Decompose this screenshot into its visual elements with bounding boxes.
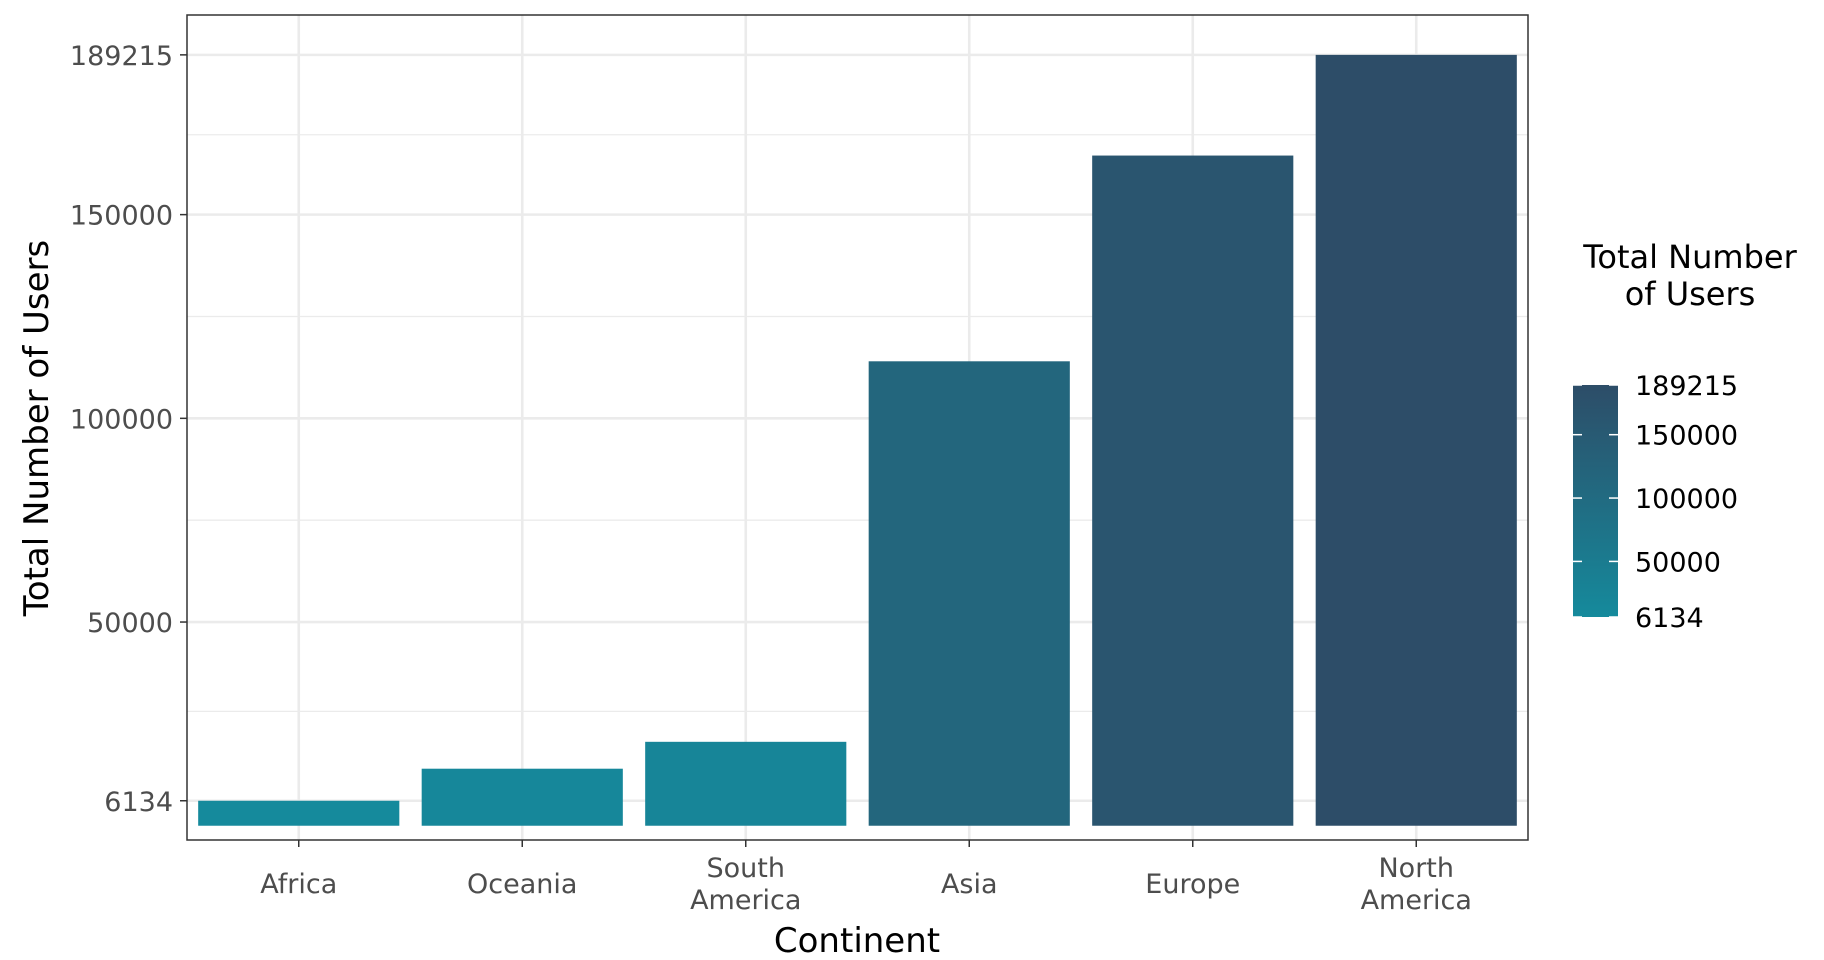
x-tick-label: South America [690, 853, 801, 916]
y-tick-label: 50000 [87, 608, 173, 639]
bar-asia [868, 361, 1070, 826]
bar-north-america [1315, 54, 1517, 826]
legend-label: 6134 [1635, 603, 1704, 634]
x-tick-label-line: Asia [941, 869, 998, 900]
x-tick-label: North America [1361, 853, 1472, 916]
legend-colorbar [1573, 385, 1618, 617]
x-tick-label: Europe [1145, 869, 1240, 900]
x-tick-label-line: America [1361, 885, 1472, 916]
x-tick-label-line: Europe [1145, 869, 1240, 900]
y-tick-label: 6134 [104, 787, 173, 818]
bar-africa [198, 800, 400, 826]
bar-south-america [645, 741, 847, 826]
legend-title-line-2: of Users [1625, 275, 1756, 313]
legend-title-line-1: Total Number [1582, 238, 1797, 276]
x-tick-label-line: Oceania [467, 869, 577, 900]
bar-europe [1092, 155, 1294, 826]
x-tick-label-line: America [690, 885, 801, 916]
plot-panel-border [186, 14, 1529, 841]
y-axis-title: Total Number of Users [17, 240, 57, 617]
legend: Total Number of Users 189215 150000 100000… [1573, 238, 1798, 634]
x-tick-label-line: Africa [260, 869, 337, 900]
bar-oceania [421, 768, 623, 826]
legend-ticks: 189215 150000 100000 50000 6134 [1573, 371, 1738, 634]
legend-label: 150000 [1635, 421, 1738, 452]
x-tick-label: Oceania [467, 869, 577, 900]
y-tick-label: 150000 [70, 201, 173, 232]
x-tick-label: Asia [941, 869, 998, 900]
y-axis: 6134 50000 100000 150000 189215 [70, 41, 187, 818]
y-tick-label: 189215 [70, 41, 173, 72]
x-tick-label-line: South [707, 853, 785, 884]
x-tick-label-line: North [1378, 853, 1454, 884]
bars [198, 54, 1517, 826]
x-tick-label: Africa [260, 869, 337, 900]
legend-label: 189215 [1635, 371, 1738, 402]
x-axis-title: Continent [774, 921, 940, 960]
y-tick-label: 100000 [70, 404, 173, 435]
legend-label: 100000 [1635, 484, 1738, 515]
legend-label: 50000 [1635, 547, 1721, 578]
